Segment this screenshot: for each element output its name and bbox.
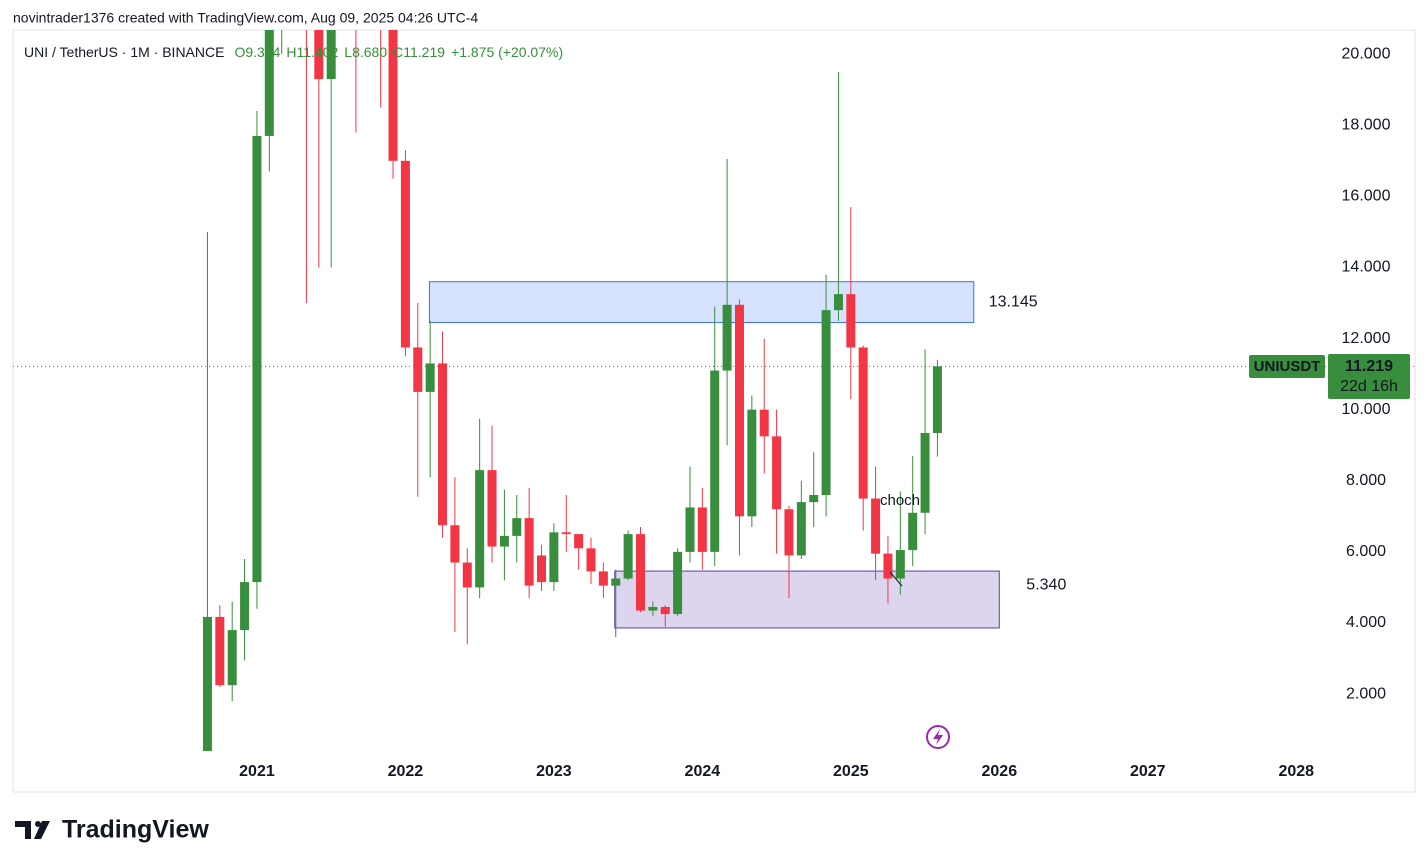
- x-tick-label: 2022: [388, 763, 424, 780]
- symbol-header: UNI / TetherUS · 1M · BINANCE O9.344 H11.4…: [24, 44, 563, 60]
- candle-body: [215, 616, 225, 686]
- candle-body: [920, 432, 930, 513]
- x-tick-label: 2024: [685, 763, 721, 780]
- candle-body: [846, 294, 856, 348]
- annotation-line: [889, 571, 903, 587]
- candle-body: [673, 551, 683, 615]
- candle-body: [685, 507, 695, 552]
- candle-body: [413, 347, 423, 392]
- candle-body: [821, 310, 831, 495]
- candle-body: [598, 571, 608, 586]
- candle-body: [388, 30, 398, 161]
- y-tick-label: 4.000: [1346, 614, 1386, 631]
- tradingview-logo: [15, 821, 50, 839]
- candle-body: [475, 470, 485, 588]
- candle-body: [635, 534, 645, 611]
- candle-body: [400, 160, 410, 348]
- symbol-badge-text: UNIUSDT: [1254, 358, 1321, 375]
- symbol-badge: [1249, 355, 1325, 378]
- y-tick-label: 12.000: [1342, 330, 1391, 347]
- y-tick-label: 10.000: [1342, 401, 1391, 418]
- candle-body: [264, 30, 274, 136]
- y-tick-label: 8.000: [1346, 472, 1386, 489]
- x-tick-label: 2021: [239, 763, 275, 780]
- candle-body: [710, 370, 720, 552]
- candle-body: [833, 294, 843, 311]
- ohlc-value: L8.680: [344, 44, 387, 60]
- candle-body: [202, 616, 212, 751]
- candle-body: [871, 498, 881, 554]
- candle-body: [895, 550, 905, 579]
- candle-body: [487, 470, 497, 547]
- candle-body: [537, 555, 547, 583]
- candle-body: [499, 535, 509, 547]
- x-tick-label: 2025: [833, 763, 869, 780]
- candle-body: [759, 409, 769, 437]
- x-tick-label: 2028: [1278, 763, 1314, 780]
- y-tick-label: 2.000: [1346, 685, 1386, 702]
- zone: [428, 281, 975, 324]
- candle-body: [574, 534, 584, 549]
- x-tick-label: 2023: [536, 763, 572, 780]
- annotation: choch: [880, 492, 920, 509]
- x-tick-label: 2027: [1130, 763, 1166, 780]
- candle-body: [747, 409, 757, 517]
- candle-body: [240, 582, 250, 631]
- candle-body: [252, 135, 262, 583]
- candle-body: [561, 532, 571, 535]
- candle-body: [932, 366, 942, 433]
- candle-body: [326, 30, 336, 80]
- candle-body: [586, 548, 596, 572]
- candle-body: [524, 518, 534, 586]
- ohlc-value: +1.875 (+20.07%): [451, 44, 563, 60]
- candle-body: [697, 507, 707, 552]
- candle-body: [611, 578, 621, 586]
- candle-body: [858, 347, 868, 499]
- y-tick-label: 14.000: [1342, 259, 1391, 276]
- candle-body: [438, 363, 448, 526]
- candle-body: [450, 525, 460, 563]
- candle-body: [722, 304, 732, 371]
- x-tick-label: 2026: [982, 763, 1018, 780]
- brand: TradingView: [62, 816, 209, 844]
- ohlc-value: O9.344: [234, 44, 280, 60]
- symbol: UNI / TetherUS · 1M · BINANCE: [24, 44, 224, 60]
- candle-body: [227, 630, 237, 686]
- countdown: 22d 16h: [1340, 378, 1398, 395]
- candle-body: [796, 502, 806, 556]
- zone-label: 5.340: [1026, 577, 1066, 594]
- candle-body: [623, 534, 633, 579]
- candle-body: [784, 509, 794, 556]
- candle-body: [549, 532, 559, 583]
- candle-body: [314, 30, 324, 80]
- candle-body: [908, 512, 918, 551]
- candle-body: [772, 436, 782, 510]
- candle-body: [809, 494, 819, 503]
- price-badge: [1328, 354, 1410, 399]
- credit: novintrader1376 created with TradingView…: [13, 10, 478, 26]
- candle-body: [462, 562, 472, 588]
- chart-frame: [12, 29, 1416, 793]
- candle-body: [648, 606, 658, 611]
- zone-label: 13.145: [989, 293, 1038, 310]
- ohlc-value: H11.402: [286, 44, 338, 60]
- y-tick-label: 16.000: [1342, 188, 1391, 205]
- lightning-icon: [926, 725, 950, 749]
- y-tick-label: 18.000: [1342, 116, 1391, 133]
- candle-body: [734, 304, 744, 517]
- y-tick-label: 6.000: [1346, 543, 1386, 560]
- ohlc-value: C11.219: [393, 44, 445, 60]
- candle-body: [512, 518, 522, 536]
- price-badge-value: 11.219: [1345, 358, 1393, 375]
- candle-body: [883, 553, 893, 579]
- zone: [614, 570, 1000, 629]
- candle-body: [425, 363, 435, 392]
- candle-body: [660, 606, 670, 615]
- y-tick-label: 20.000: [1342, 45, 1391, 62]
- plot-area: [202, 30, 1000, 751]
